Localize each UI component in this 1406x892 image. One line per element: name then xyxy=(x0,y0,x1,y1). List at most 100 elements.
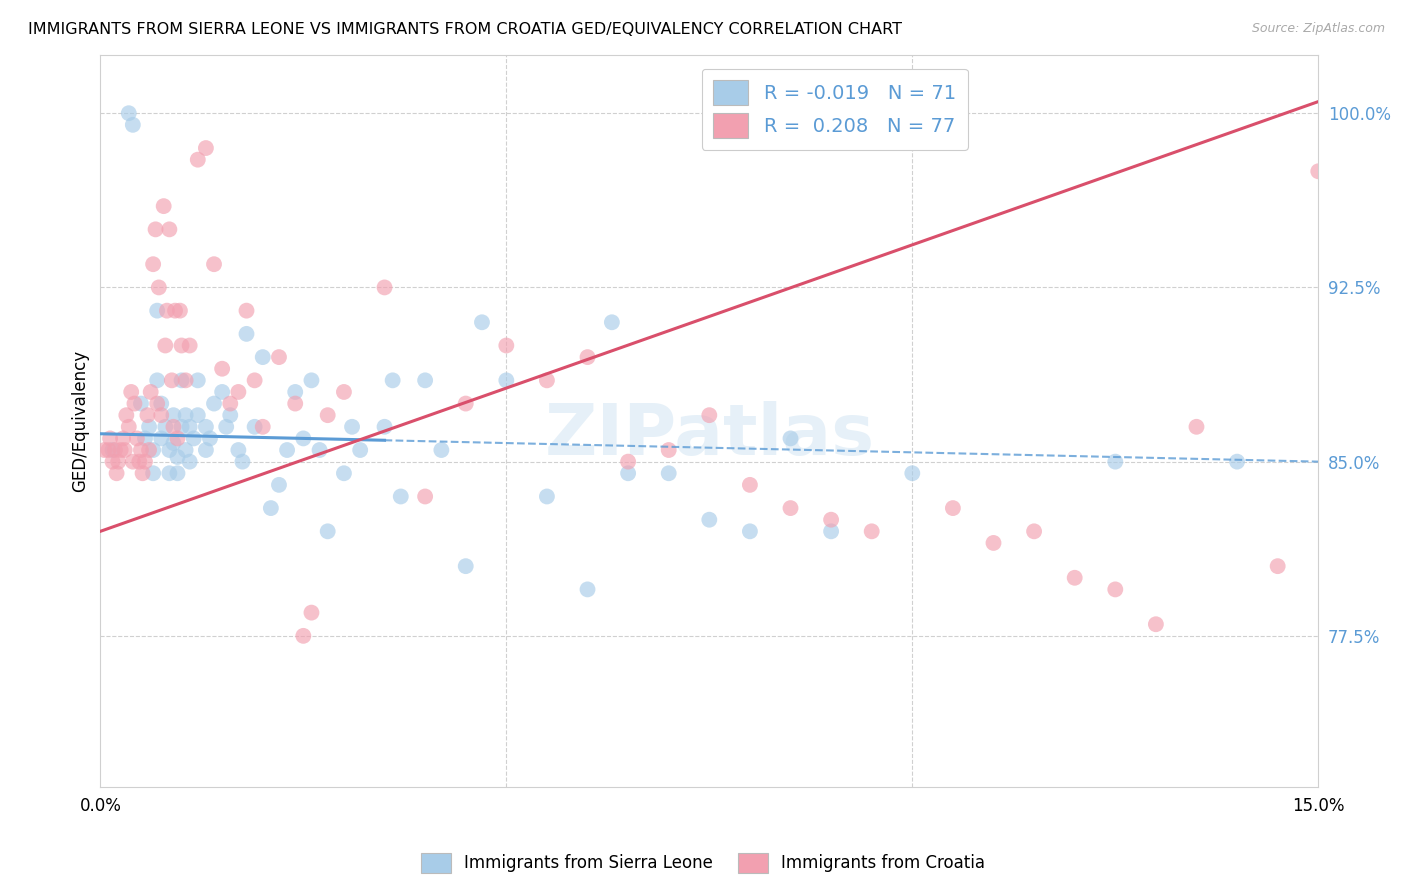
Point xyxy=(1063,571,1085,585)
Point xyxy=(162,436,184,450)
Text: Source: ZipAtlas.com: Source: ZipAtlas.com xyxy=(1251,22,1385,36)
Point xyxy=(145,222,167,236)
Point xyxy=(267,478,290,492)
Legend: Immigrants from Sierra Leone, Immigrants from Croatia: Immigrants from Sierra Leone, Immigrants… xyxy=(413,847,993,880)
Point xyxy=(194,141,217,155)
Point xyxy=(152,199,174,213)
Point xyxy=(146,396,169,410)
Point xyxy=(142,257,165,271)
Point xyxy=(174,408,197,422)
Point xyxy=(235,326,257,341)
Point xyxy=(779,501,801,516)
Point xyxy=(536,490,558,504)
Point xyxy=(260,501,283,516)
Point xyxy=(150,431,173,445)
Point xyxy=(187,373,209,387)
Point xyxy=(617,467,640,481)
Point xyxy=(381,373,404,387)
Point xyxy=(166,467,188,481)
Point xyxy=(166,431,188,445)
Point xyxy=(194,443,217,458)
Point xyxy=(1267,559,1289,574)
Point xyxy=(658,467,681,481)
Y-axis label: GED/Equivalency: GED/Equivalency xyxy=(72,350,89,492)
Point xyxy=(131,467,153,481)
Point xyxy=(301,373,323,387)
Point xyxy=(170,373,193,387)
Point xyxy=(292,629,315,643)
Point xyxy=(243,419,266,434)
Point xyxy=(142,467,165,481)
Point xyxy=(97,443,120,458)
Point xyxy=(139,384,162,399)
Point xyxy=(187,408,209,422)
Point xyxy=(301,606,323,620)
Point xyxy=(333,467,356,481)
Point xyxy=(202,257,225,271)
Point xyxy=(157,222,180,236)
Point xyxy=(292,431,315,445)
Point xyxy=(820,513,842,527)
Point xyxy=(373,280,395,294)
Point xyxy=(160,373,183,387)
Point xyxy=(430,443,453,458)
Point xyxy=(308,443,330,458)
Point xyxy=(157,443,180,458)
Point xyxy=(1226,455,1249,469)
Point xyxy=(170,419,193,434)
Point xyxy=(129,396,152,410)
Point xyxy=(136,408,159,422)
Point xyxy=(1022,524,1045,539)
Point xyxy=(738,478,761,492)
Point xyxy=(105,467,128,481)
Point xyxy=(138,443,160,458)
Point xyxy=(110,443,132,458)
Point xyxy=(252,419,274,434)
Point xyxy=(104,443,127,458)
Point xyxy=(112,431,135,445)
Point xyxy=(413,373,436,387)
Point xyxy=(115,408,138,422)
Point xyxy=(155,338,177,352)
Point xyxy=(107,455,129,469)
Point xyxy=(316,524,339,539)
Point xyxy=(219,408,242,422)
Point xyxy=(125,431,148,445)
Point xyxy=(183,431,205,445)
Point xyxy=(179,455,201,469)
Point xyxy=(284,384,307,399)
Point xyxy=(121,118,143,132)
Point xyxy=(128,455,150,469)
Point xyxy=(316,408,339,422)
Point xyxy=(174,443,197,458)
Point xyxy=(174,373,197,387)
Point xyxy=(93,443,115,458)
Point xyxy=(779,431,801,445)
Point xyxy=(1104,455,1126,469)
Point xyxy=(1144,617,1167,632)
Point xyxy=(983,536,1005,550)
Point xyxy=(202,396,225,410)
Legend: R = -0.019   N = 71, R =  0.208   N = 77: R = -0.019 N = 71, R = 0.208 N = 77 xyxy=(702,69,967,150)
Point xyxy=(658,443,681,458)
Point xyxy=(901,467,924,481)
Point xyxy=(617,455,640,469)
Point xyxy=(373,419,395,434)
Point xyxy=(129,443,152,458)
Point xyxy=(228,384,250,399)
Point xyxy=(215,419,238,434)
Point xyxy=(157,467,180,481)
Point xyxy=(138,419,160,434)
Point xyxy=(471,315,494,329)
Point xyxy=(576,582,599,597)
Point xyxy=(231,455,253,469)
Point xyxy=(98,431,121,445)
Point xyxy=(120,384,142,399)
Point xyxy=(536,373,558,387)
Point xyxy=(179,338,201,352)
Point xyxy=(860,524,883,539)
Point xyxy=(121,455,143,469)
Point xyxy=(284,396,307,410)
Point xyxy=(340,419,363,434)
Point xyxy=(134,431,156,445)
